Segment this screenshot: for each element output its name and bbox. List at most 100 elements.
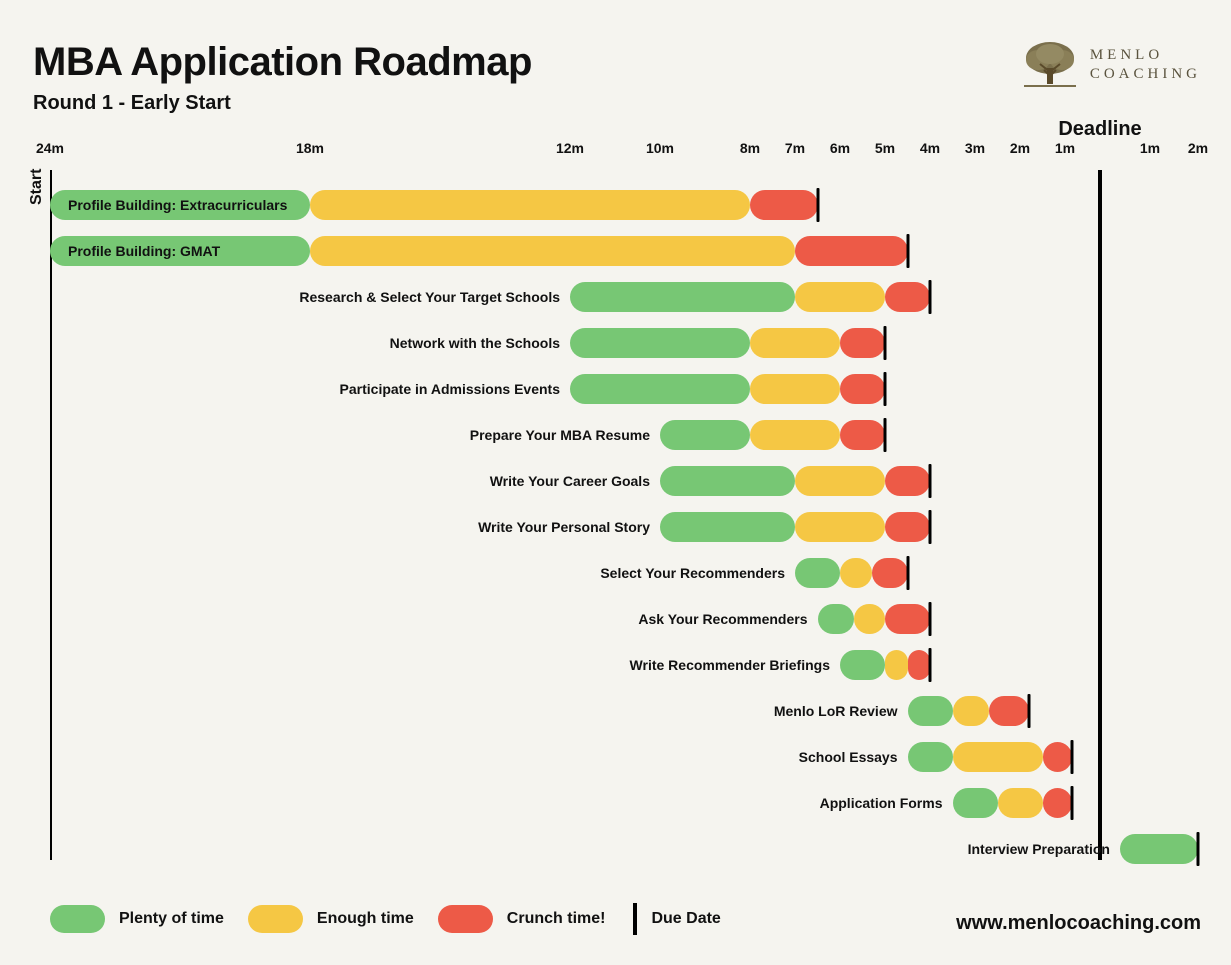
segment-yellow (795, 512, 885, 542)
segment-red (908, 650, 931, 680)
legend-label: Due Date (651, 910, 720, 928)
footer-url: www.menlocoaching.com (956, 912, 1201, 935)
timeline-chart: 24m18m12m10m8m7m6m5m4m3m2m1m1m2mProfile … (50, 140, 1200, 860)
axis-tick: 1m (1140, 140, 1160, 156)
segment-red (840, 328, 885, 358)
page-subtitle: Round 1 - Early Start (33, 92, 231, 115)
deadline-label: Deadline (1058, 118, 1141, 141)
task-label: Menlo LoR Review (774, 696, 908, 726)
page-title: MBA Application Roadmap (33, 40, 532, 85)
axis-tick: 10m (646, 140, 674, 156)
due-tick (1197, 832, 1200, 866)
task-label: Ask Your Recommenders (638, 604, 817, 634)
segment-red (1043, 788, 1073, 818)
legend-swatch-red (438, 905, 493, 933)
task-label: Write Recommender Briefings (630, 650, 840, 680)
task-label: School Essays (799, 742, 908, 772)
segment-yellow (953, 742, 1043, 772)
segment-yellow (840, 558, 872, 588)
task-row: Participate in Admissions Events (50, 374, 1200, 404)
axis-tick: 2m (1010, 140, 1030, 156)
axis-tick: 4m (920, 140, 940, 156)
due-tick (1028, 694, 1031, 728)
brand-text: MENLO COACHING (1090, 46, 1201, 84)
task-label: Write Your Personal Story (478, 512, 660, 542)
segment-yellow (795, 466, 885, 496)
segment-yellow (885, 650, 908, 680)
brand-logo: MENLO COACHING (1020, 40, 1201, 90)
page: MBA Application Roadmap Round 1 - Early … (0, 0, 1231, 965)
legend: Plenty of time Enough time Crunch time! Due… (50, 903, 731, 935)
axis-tick: 3m (965, 140, 985, 156)
task-row: Write Recommender Briefings (50, 650, 1200, 680)
axis-tick: 12m (556, 140, 584, 156)
tree-icon (1020, 40, 1080, 90)
segment-yellow (310, 236, 795, 266)
task-label: Participate in Admissions Events (340, 374, 570, 404)
segment-red (989, 696, 1030, 726)
segment-red (885, 512, 930, 542)
task-label: Network with the Schools (390, 328, 570, 358)
task-label: Application Forms (820, 788, 953, 818)
due-tick (884, 326, 887, 360)
task-row: Interview Preparation (50, 834, 1200, 864)
segment-red (885, 466, 930, 496)
legend-label: Plenty of time (119, 910, 224, 928)
due-tick (929, 602, 932, 636)
task-label: Profile Building: GMAT (50, 236, 220, 266)
task-row: Prepare Your MBA Resume (50, 420, 1200, 450)
segment-green (570, 282, 795, 312)
axis-tick: 18m (296, 140, 324, 156)
segment-green (908, 742, 953, 772)
due-tick (1071, 786, 1074, 820)
legend-swatch-yellow (248, 905, 303, 933)
brand-line-2: COACHING (1090, 65, 1201, 84)
segment-green (953, 788, 998, 818)
task-row: Select Your Recommenders (50, 558, 1200, 588)
axis-tick: 1m (1055, 140, 1075, 156)
segment-red (885, 282, 930, 312)
segment-yellow (998, 788, 1043, 818)
task-label: Research & Select Your Target Schools (299, 282, 570, 312)
segment-green (840, 650, 885, 680)
legend-label: Crunch time! (507, 910, 606, 928)
due-tick (929, 510, 932, 544)
segment-red (1043, 742, 1073, 772)
task-row: School Essays (50, 742, 1200, 772)
axis-tick: 8m (740, 140, 760, 156)
task-label: Write Your Career Goals (490, 466, 660, 496)
segment-red (795, 236, 908, 266)
segment-yellow (854, 604, 886, 634)
segment-yellow (750, 420, 840, 450)
due-tick (929, 280, 932, 314)
segment-green (660, 420, 750, 450)
segment-green (570, 328, 750, 358)
brand-line-1: MENLO (1090, 46, 1201, 65)
due-tick (929, 464, 932, 498)
axis-tick: 7m (785, 140, 805, 156)
axis-tick: 2m (1188, 140, 1208, 156)
segment-green (1120, 834, 1198, 864)
axis-tick: 5m (875, 140, 895, 156)
due-tick (884, 372, 887, 406)
task-row: Profile Building: Extracurriculars (50, 190, 1200, 220)
task-row: Write Your Career Goals (50, 466, 1200, 496)
segment-yellow (750, 328, 840, 358)
segment-red (840, 374, 885, 404)
due-tick (906, 556, 909, 590)
due-tick (884, 418, 887, 452)
segment-red (840, 420, 885, 450)
legend-due-tick (633, 903, 637, 935)
segment-yellow (953, 696, 989, 726)
due-tick (816, 188, 819, 222)
task-label: Profile Building: Extracurriculars (50, 190, 287, 220)
task-row: Ask Your Recommenders (50, 604, 1200, 634)
task-row: Research & Select Your Target Schools (50, 282, 1200, 312)
task-row: Menlo LoR Review (50, 696, 1200, 726)
segment-green (818, 604, 854, 634)
segment-green (795, 558, 840, 588)
segment-red (885, 604, 930, 634)
task-row: Profile Building: GMAT (50, 236, 1200, 266)
segment-green (660, 512, 795, 542)
legend-label: Enough time (317, 910, 414, 928)
